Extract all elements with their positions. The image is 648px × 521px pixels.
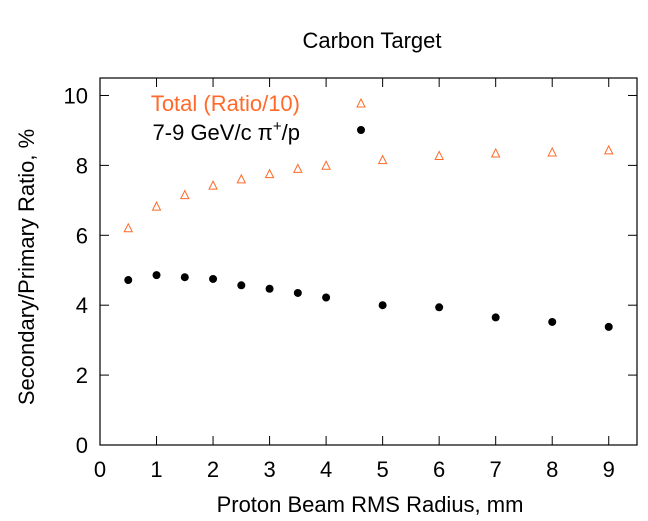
x-tick-label: 5 [377, 457, 389, 482]
y-tick-label: 8 [76, 153, 88, 178]
data-point-pion [152, 271, 161, 280]
data-point-pion [180, 273, 189, 282]
y-axis-ticks: 0 2 4 6 8 10 [64, 83, 637, 458]
y-tick-label: 6 [76, 223, 88, 248]
data-point-pion [322, 293, 331, 302]
x-axis-label: Proton Beam RMS Radius, mm [217, 492, 524, 517]
chart-title: Carbon Target [302, 28, 441, 53]
data-point-total [236, 173, 247, 184]
series-pion-points [124, 271, 613, 331]
data-point-pion [548, 317, 557, 326]
legend-label-total: Total (Ratio/10) [151, 91, 300, 116]
data-point-total [293, 163, 303, 173]
data-point-total [377, 154, 388, 165]
x-tick-label: 7 [490, 457, 502, 482]
x-tick-label: 8 [546, 457, 558, 482]
x-tick-label: 6 [433, 457, 445, 482]
data-point-total [603, 144, 614, 155]
legend: Total (Ratio/10) 7-9 GeV/c π+/p [151, 91, 366, 145]
data-point-total [151, 201, 162, 211]
data-point-pion [209, 274, 218, 283]
plot-frame [99, 77, 638, 446]
legend-label-pion: 7-9 GeV/c π+/p [153, 118, 300, 145]
data-point-pion [604, 322, 613, 331]
data-point-total [123, 222, 134, 233]
data-point-total [321, 160, 331, 170]
y-tick-label: 2 [76, 363, 88, 388]
data-point-pion [237, 281, 246, 290]
x-tick-label: 9 [603, 457, 615, 482]
legend-label-pion-sup: + [273, 118, 282, 135]
x-tick-label: 4 [320, 457, 332, 482]
plot-border [99, 77, 638, 446]
legend-label-pion-tail: /p [282, 120, 300, 145]
data-point-pion [265, 284, 274, 293]
data-point-pion [293, 288, 302, 297]
y-tick-label: 4 [76, 293, 88, 318]
y-tick-label: 0 [76, 433, 88, 458]
x-axis-ticks: 0 1 2 3 4 5 6 7 8 9 [94, 78, 615, 482]
data-point-pion [491, 313, 500, 322]
legend-label-pion-main: 7-9 GeV/c π [153, 120, 273, 145]
series-total-points [123, 144, 614, 233]
data-point-total [490, 147, 501, 158]
x-tick-label: 0 [94, 457, 106, 482]
legend-marker-total [356, 97, 366, 108]
y-tick-label: 10 [64, 83, 88, 108]
data-point-pion [378, 301, 387, 310]
legend-marker-pion [357, 126, 365, 134]
data-point-total [434, 150, 444, 160]
data-point-total [264, 168, 275, 179]
data-point-pion [435, 303, 444, 312]
data-point-total [208, 180, 218, 190]
data-point-total [179, 189, 190, 200]
data-point-total [547, 146, 558, 157]
data-point-pion [124, 276, 133, 285]
x-tick-label: 3 [263, 457, 275, 482]
y-axis-label: Secondary/Primary Ratio, % [14, 129, 39, 405]
x-tick-label: 2 [207, 457, 219, 482]
x-tick-label: 1 [150, 457, 162, 482]
